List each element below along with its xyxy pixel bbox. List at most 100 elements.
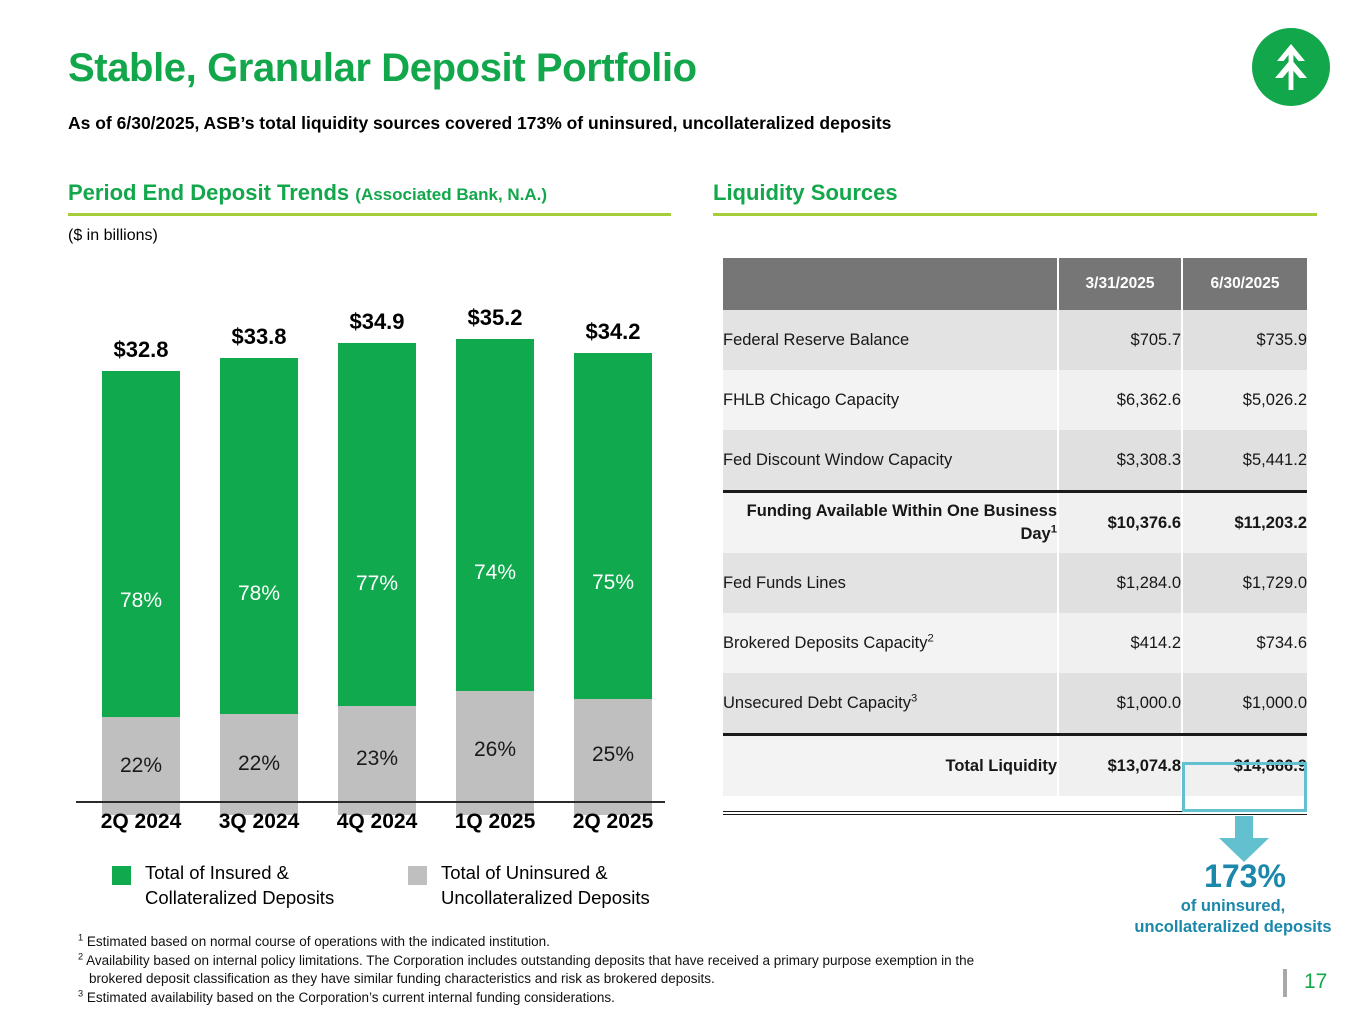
table-row: FHLB Chicago Capacity $6,362.6 $5,026.2: [723, 370, 1307, 430]
footnote-2-text-continued: brokered deposit classification as they …: [89, 971, 715, 986]
table-bottom-double-rule: [723, 811, 1307, 812]
footnote-3: 3 Estimated availability based on the Co…: [78, 988, 1148, 1008]
table-cell-label: Brokered Deposits Capacity2: [723, 613, 1058, 673]
table-cell-label: FHLB Chicago Capacity: [723, 370, 1058, 430]
bar-segment-insured: 77%: [338, 343, 416, 706]
footnote-1-marker: 1: [78, 932, 84, 943]
chart-bar-1q-2025: $35.2 74% 26%: [456, 305, 534, 815]
chart-bar-2q-2025: $34.2 75% 25%: [574, 319, 652, 815]
x-axis-label-4q-2024: 4Q 2024: [336, 810, 418, 833]
left-section-divider: [68, 213, 671, 216]
bar-total-label: $33.8: [231, 324, 287, 349]
table-cell-6-30-2025: $14,666.9: [1181, 733, 1307, 796]
table-cell-3-31-2025: $10,376.6: [1057, 490, 1182, 553]
bar-segment-uninsured: 23%: [338, 706, 416, 815]
chart-bar-4q-2024: $34.9 77% 23%: [338, 309, 416, 815]
bar-segment-uninsured: 22%: [220, 714, 298, 815]
table-cell-6-30-2025: $11,203.2: [1181, 490, 1307, 553]
legend-label-insured: Total of Insured & Collateralized Deposi…: [145, 862, 335, 908]
chart-x-axis-line: [76, 801, 665, 803]
table-cell-label: Total Liquidity: [723, 733, 1058, 796]
table-cell-label: Fed Funds Lines: [723, 553, 1058, 613]
bar-segment-uninsured-label: 26%: [473, 738, 517, 762]
table-cell-6-30-2025: $5,026.2: [1181, 370, 1307, 430]
table-row: Total Liquidity $13,074.8 $14,666.9: [723, 733, 1307, 796]
chart-units-label: ($ in billions): [68, 227, 158, 244]
table-header-row: 3/31/2025 6/30/2025: [723, 258, 1307, 310]
bar-segment-insured-label: 78%: [119, 588, 163, 612]
x-axis-label-1q-2025: 1Q 2025: [454, 810, 536, 833]
table-cell-6-30-2025: $734.6: [1181, 613, 1307, 673]
table-cell-3-31-2025: $13,074.8: [1057, 733, 1182, 796]
table-row: Unsecured Debt Capacity3 $1,000.0 $1,000.0: [723, 673, 1307, 735]
bar-total-label: $32.8: [113, 337, 169, 362]
footnote-2: 2 Availability based on internal policy …: [78, 951, 1148, 989]
table-cell-6-30-2025: $1,000.0: [1181, 673, 1307, 735]
bar-segment-insured-label: 75%: [591, 570, 635, 594]
table-cell-footnote-marker: 3: [911, 692, 918, 704]
footnote-2-marker: 2: [78, 951, 84, 961]
page-number: 17: [1304, 970, 1328, 993]
x-axis-label-2q-2024: 2Q 2024: [100, 810, 182, 833]
left-section-heading-main: Period End Deposit Trends: [68, 180, 350, 205]
legend-swatch-uninsured: [408, 866, 427, 885]
bar-segment-uninsured-label: 22%: [119, 754, 163, 778]
deposit-trends-bar-chart: $32.8 78% 22% $33.8 78% 22% $34.9 77% 23% $35.2 74…: [68, 270, 668, 815]
table-cell-3-31-2025: $414.2: [1057, 613, 1182, 673]
page-title: Stable, Granular Deposit Portfolio: [68, 46, 697, 90]
left-section-heading-sub: (Associated Bank, N.A.): [355, 185, 548, 204]
chart-bar-3q-2024: $33.8 78% 22%: [220, 324, 298, 815]
bar-total-label: $34.2: [585, 319, 641, 344]
liquidity-sources-table: 3/31/2025 6/30/2025 Federal Reserve Bala…: [723, 258, 1307, 796]
x-axis-label-3q-2024: 3Q 2024: [218, 810, 300, 833]
footnote-2-text: Availability based on internal policy li…: [86, 952, 975, 968]
bar-segment-insured-label: 77%: [355, 571, 399, 595]
table-cell-label: Funding Available Within One Business Da…: [723, 490, 1058, 553]
table-cell-6-30-2025: $5,441.2: [1181, 430, 1307, 492]
table-row: Fed Funds Lines $1,284.0 $1,729.0: [723, 553, 1307, 613]
legend-label-uninsured: Total of Uninsured & Uncollateralized De…: [441, 862, 650, 908]
bar-segment-uninsured-label: 22%: [237, 752, 281, 776]
table-row: Funding Available Within One Business Da…: [723, 490, 1307, 553]
bar-segment-uninsured: 22%: [102, 717, 180, 815]
table-cell-label: Unsecured Debt Capacity3: [723, 673, 1058, 735]
bar-segment-insured: 78%: [102, 371, 180, 717]
bar-total-label: $34.9: [349, 309, 405, 334]
table-cell-footnote-marker: 1: [1050, 523, 1057, 536]
table-cell-6-30-2025: $1,729.0: [1181, 553, 1307, 613]
table-cell-3-31-2025: $1,284.0: [1057, 553, 1182, 613]
footnote-3-marker: 3: [78, 988, 84, 998]
table-cell-footnote-marker: 2: [927, 632, 934, 644]
associated-bank-tree-logo-icon: [1252, 28, 1330, 106]
chart-bar-2q-2024: $32.8 78% 22%: [102, 337, 180, 815]
bar-segment-insured: 74%: [456, 339, 534, 691]
bar-segment-uninsured: 26%: [456, 691, 534, 815]
bar-total-label: $35.2: [467, 305, 523, 330]
footnote-3-text: Estimated availability based on the Corp…: [86, 989, 615, 1005]
bar-segment-uninsured-label: 23%: [355, 747, 399, 771]
bar-segment-uninsured: 25%: [574, 699, 652, 815]
bar-segment-insured-label: 78%: [237, 582, 281, 606]
page-number-divider: [1283, 969, 1287, 997]
table-cell-3-31-2025: $6,362.6: [1057, 370, 1182, 430]
table-cell-label: Fed Discount Window Capacity: [723, 430, 1058, 492]
bar-segment-uninsured-label: 25%: [591, 743, 635, 767]
footnote-1: 1 Estimated based on normal course of op…: [78, 933, 1148, 952]
coverage-percent-value: 173%: [1204, 858, 1286, 894]
coverage-percent-caption: of uninsured, uncollateralized deposits: [1134, 897, 1332, 936]
page-subtitle: As of 6/30/2025, ASB’s total liquidity s…: [68, 113, 892, 133]
footnotes: 1 Estimated based on normal course of op…: [78, 933, 1148, 1007]
table-row: Federal Reserve Balance $705.7 $735.9: [723, 310, 1307, 370]
table-cell-label: Federal Reserve Balance: [723, 310, 1058, 370]
legend-swatch-insured: [112, 866, 131, 885]
right-section-heading: Liquidity Sources: [713, 180, 898, 205]
x-axis-label-2q-2025: 2Q 2025: [572, 810, 654, 833]
down-arrow-icon: [1212, 816, 1276, 862]
table-header-blank: [723, 258, 1059, 310]
bar-segment-insured-label: 74%: [473, 560, 517, 584]
table-cell-3-31-2025: $3,308.3: [1057, 430, 1182, 492]
table-cell-6-30-2025: $735.9: [1181, 310, 1307, 370]
table-cell-3-31-2025: $1,000.0: [1057, 673, 1182, 735]
table-header-3-31-2025: 3/31/2025: [1058, 258, 1183, 310]
table-row: Brokered Deposits Capacity2 $414.2 $734.6: [723, 613, 1307, 673]
